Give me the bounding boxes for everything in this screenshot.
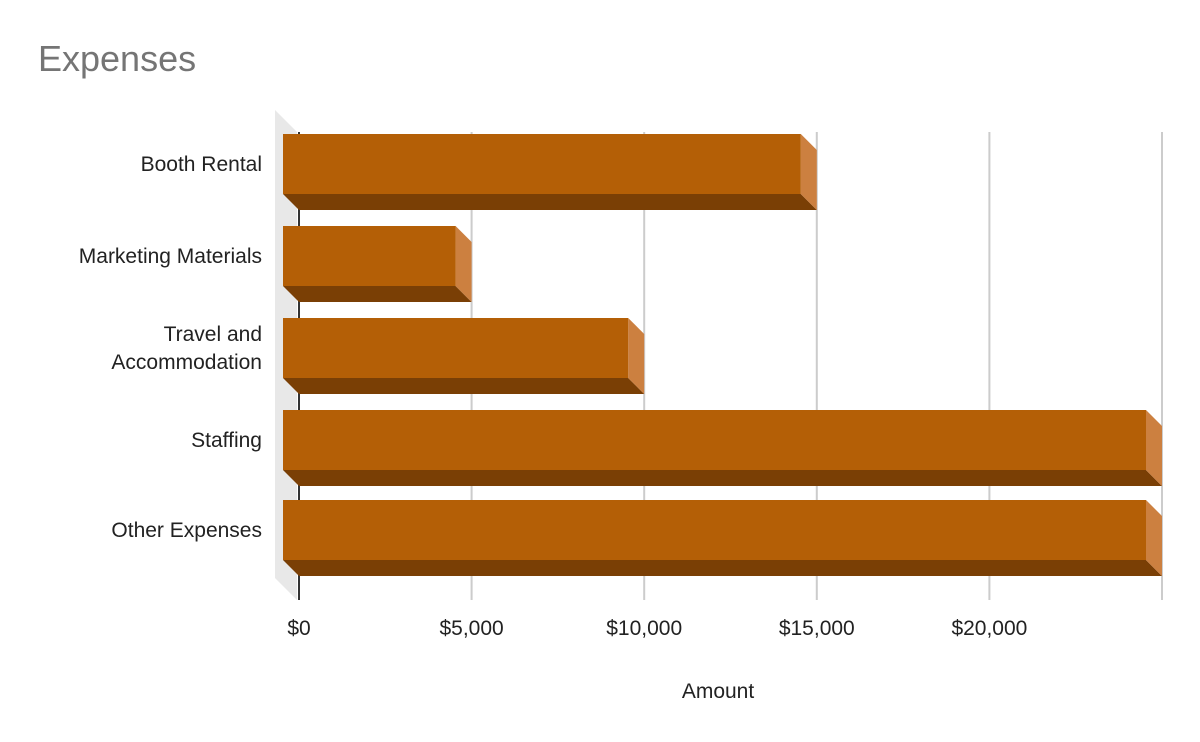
x-tick-label: $5,000 xyxy=(439,617,503,640)
category-label: Marketing Materials xyxy=(79,245,262,268)
bar xyxy=(283,410,1146,470)
bar-side-face xyxy=(800,134,817,210)
bar-bottom-face xyxy=(283,470,1162,486)
bar-bottom-face xyxy=(283,286,472,302)
bar-side-face xyxy=(628,318,645,394)
bar-travel-and-accommodation xyxy=(283,318,645,394)
x-axis-title: Amount xyxy=(682,680,755,703)
bar-bottom-face xyxy=(283,378,645,394)
bar-bottom-face xyxy=(283,560,1162,576)
bar xyxy=(283,500,1146,560)
category-label: Staffing xyxy=(191,429,262,452)
chart-title: Expenses xyxy=(38,38,197,79)
bar-other-expenses xyxy=(283,500,1162,576)
category-label: Other Expenses xyxy=(111,519,262,542)
bar xyxy=(283,134,801,194)
x-tick-label: $0 xyxy=(287,617,310,640)
bar xyxy=(283,226,456,286)
category-label: Booth Rental xyxy=(141,153,262,176)
x-tick-label: $10,000 xyxy=(606,617,682,640)
bar xyxy=(283,318,629,378)
bar-staffing xyxy=(283,410,1162,486)
bar-side-face xyxy=(1146,500,1162,576)
bar-bottom-face xyxy=(283,194,817,210)
bar-side-face xyxy=(455,226,472,302)
bar-booth-rental xyxy=(283,134,817,210)
bar-marketing-materials xyxy=(283,226,472,302)
x-tick-label: $15,000 xyxy=(779,617,855,640)
bar-side-face xyxy=(1146,410,1162,486)
category-label: Travel and Accommodation xyxy=(111,323,262,374)
x-tick-label: $20,000 xyxy=(951,617,1027,640)
